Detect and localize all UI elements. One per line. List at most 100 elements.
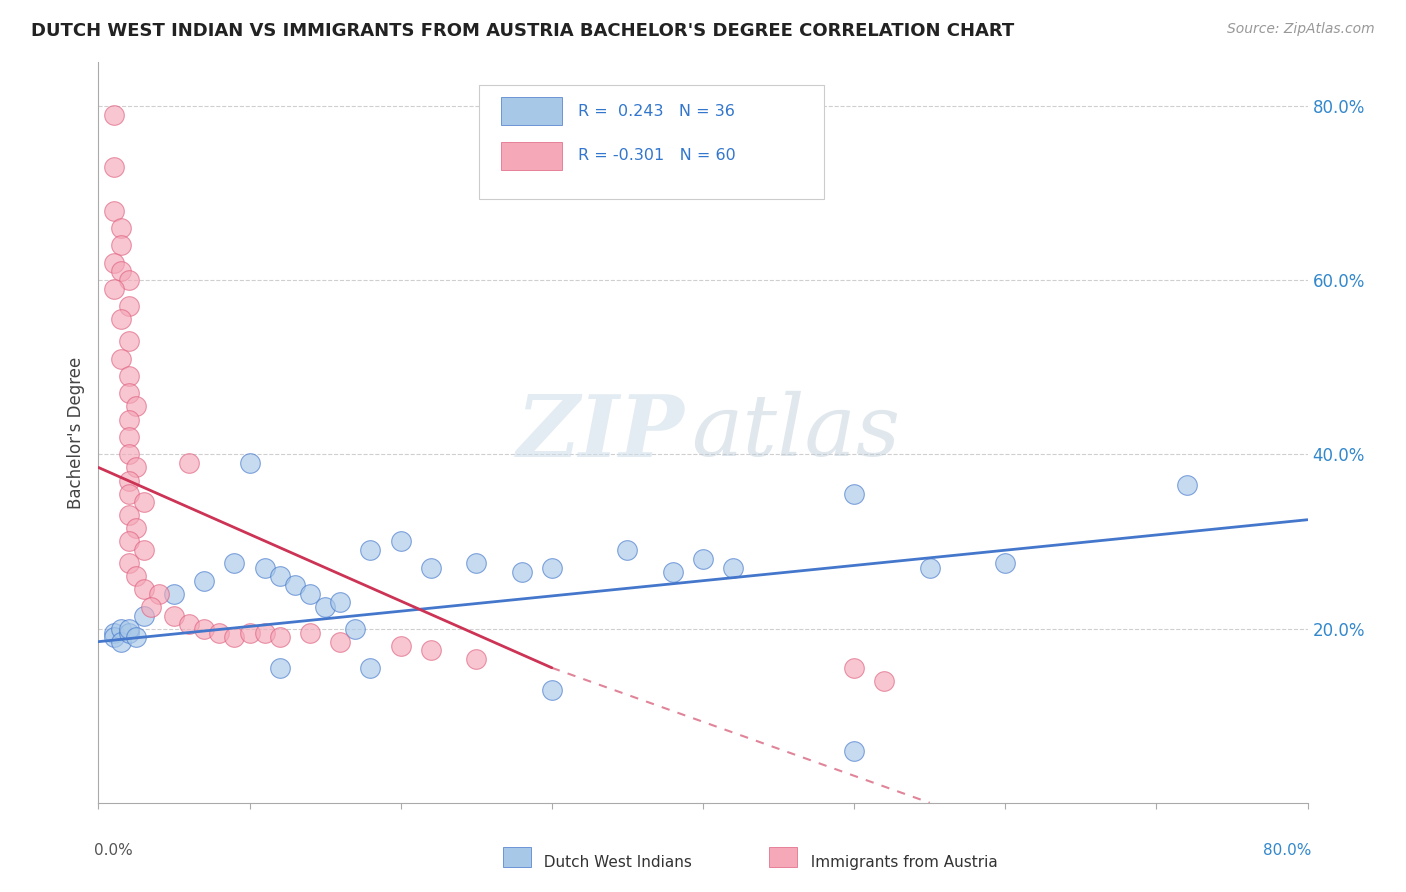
Point — [344, 622, 367, 636]
Text: 0.0%: 0.0% — [94, 843, 134, 858]
Point — [389, 639, 412, 653]
Text: Source: ZipAtlas.com: Source: ZipAtlas.com — [1227, 22, 1375, 37]
Point — [132, 608, 155, 623]
Bar — [503, 847, 531, 867]
Point — [360, 661, 382, 675]
Text: ZIP: ZIP — [517, 391, 685, 475]
Point — [269, 661, 291, 675]
Point — [125, 569, 148, 583]
Point — [118, 386, 141, 401]
Point — [110, 221, 132, 235]
Point — [163, 587, 186, 601]
Point — [389, 534, 412, 549]
Point — [1175, 478, 1198, 492]
Point — [125, 521, 148, 535]
Point — [284, 578, 307, 592]
Point — [103, 282, 125, 296]
Point — [103, 626, 125, 640]
Point — [540, 682, 562, 697]
Point — [110, 622, 132, 636]
Point — [193, 574, 215, 588]
Point — [420, 643, 443, 657]
Text: Dutch West Indians: Dutch West Indians — [534, 855, 692, 870]
Point — [118, 430, 141, 444]
Point — [132, 582, 155, 597]
Point — [844, 486, 866, 500]
Point — [253, 560, 276, 574]
Point — [132, 495, 155, 509]
Text: DUTCH WEST INDIAN VS IMMIGRANTS FROM AUSTRIA BACHELOR'S DEGREE CORRELATION CHART: DUTCH WEST INDIAN VS IMMIGRANTS FROM AUS… — [31, 22, 1014, 40]
Y-axis label: Bachelor's Degree: Bachelor's Degree — [67, 357, 86, 508]
Point — [118, 626, 141, 640]
Point — [179, 456, 201, 470]
Bar — [501, 142, 561, 169]
Bar — [769, 847, 797, 867]
Point — [118, 447, 141, 461]
Point — [540, 560, 562, 574]
Point — [110, 312, 132, 326]
Text: Immigrants from Austria: Immigrants from Austria — [801, 855, 998, 870]
Point — [465, 652, 488, 666]
Point — [239, 456, 262, 470]
Point — [253, 626, 276, 640]
Point — [110, 264, 132, 278]
Point — [224, 630, 246, 644]
Point — [118, 486, 141, 500]
Point — [118, 369, 141, 384]
Point — [118, 273, 141, 287]
Text: atlas: atlas — [690, 392, 900, 474]
Point — [118, 412, 141, 426]
Point — [103, 203, 125, 218]
Point — [661, 565, 683, 579]
Point — [118, 508, 141, 523]
Point — [193, 622, 215, 636]
Point — [994, 556, 1017, 570]
Text: R =  0.243   N = 36: R = 0.243 N = 36 — [578, 103, 735, 119]
Text: 80.0%: 80.0% — [1264, 843, 1312, 858]
Point — [103, 108, 125, 122]
Point — [103, 256, 125, 270]
Point — [329, 595, 352, 609]
Point — [125, 400, 148, 414]
Point — [141, 599, 163, 614]
Point — [224, 556, 246, 570]
Point — [420, 560, 443, 574]
FancyBboxPatch shape — [479, 85, 824, 200]
Point — [118, 534, 141, 549]
Point — [118, 299, 141, 313]
Point — [299, 587, 322, 601]
Point — [616, 543, 638, 558]
Point — [118, 622, 141, 636]
Point — [844, 743, 866, 757]
Point — [465, 556, 488, 570]
Point — [103, 630, 125, 644]
Point — [269, 569, 291, 583]
Point — [148, 587, 170, 601]
Point — [132, 543, 155, 558]
Point — [269, 630, 291, 644]
Point — [314, 599, 336, 614]
Point — [118, 474, 141, 488]
Point — [163, 608, 186, 623]
Point — [360, 543, 382, 558]
Point — [118, 334, 141, 348]
Point — [329, 634, 352, 648]
Point — [239, 626, 262, 640]
Point — [110, 238, 132, 252]
Point — [208, 626, 231, 640]
Point — [103, 160, 125, 174]
Point — [110, 351, 132, 366]
Point — [125, 630, 148, 644]
Point — [299, 626, 322, 640]
Point — [844, 661, 866, 675]
Point — [125, 460, 148, 475]
Point — [510, 565, 533, 579]
Point — [179, 617, 201, 632]
Point — [918, 560, 941, 574]
Point — [723, 560, 745, 574]
Point — [873, 673, 896, 688]
Point — [118, 556, 141, 570]
Text: R = -0.301   N = 60: R = -0.301 N = 60 — [578, 148, 737, 163]
Point — [692, 552, 714, 566]
Bar — [501, 97, 561, 126]
